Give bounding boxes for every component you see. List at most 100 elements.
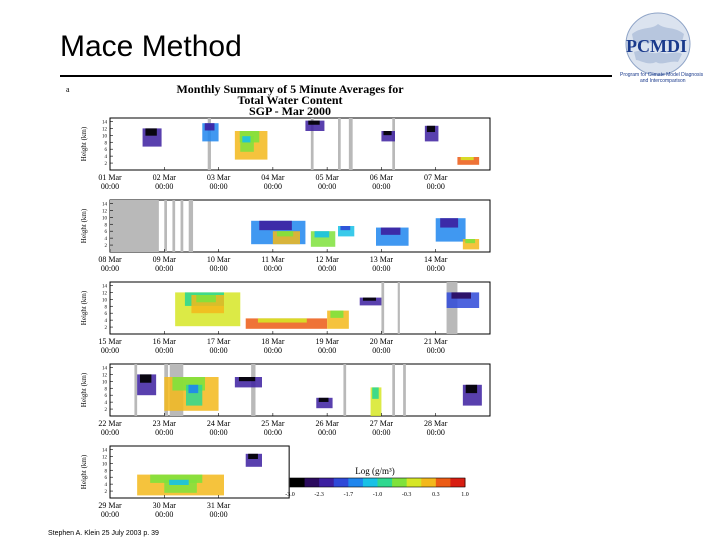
colorbar-swatch (392, 478, 408, 487)
y-tick-label: 12 (102, 127, 108, 132)
x-time-label: 00:00 (101, 182, 119, 191)
x-date-label: 12 Mar (315, 255, 339, 264)
cloud-top (145, 128, 157, 136)
y-tick-label: 4 (105, 483, 108, 488)
logo-text: PCMDI (626, 36, 687, 56)
x-time-label: 00:00 (264, 428, 282, 437)
y-axis-label: Height (km) (80, 126, 88, 161)
x-time-label: 00:00 (264, 346, 282, 355)
cloud-top (196, 295, 216, 303)
data-gap-band (207, 118, 211, 170)
cloud-region (305, 120, 325, 131)
cloud-top (188, 384, 199, 394)
x-date-label: 18 Mar (261, 337, 285, 346)
x-time-label: 00:00 (372, 264, 390, 273)
x-time-label: 00:00 (427, 346, 445, 355)
cloud-top (318, 397, 329, 402)
y-tick-label: 2 (105, 162, 108, 167)
data-gap-band (392, 364, 395, 416)
data-gap-band (310, 118, 314, 170)
x-date-label: 28 Mar (424, 419, 448, 428)
y-tick-label: 4 (105, 237, 108, 242)
cloud-region (245, 318, 328, 329)
logo-subtitle-line2: and Intercomparison (640, 78, 686, 84)
x-date-label: 23 Mar (153, 419, 177, 428)
data-gap-band (343, 364, 347, 416)
x-date-label: 07 Mar (424, 173, 448, 182)
cloud-top (340, 226, 351, 231)
footer-credit: Stephen A. Klein 25 July 2003 p. 39 (48, 530, 159, 537)
y-tick-label: 2 (105, 244, 108, 249)
data-gap-band (403, 364, 406, 416)
colorbar: Log (g/m³) -3.0 -2.3 -1.7 -1.0 -0.3 0.3 1.0 (285, 466, 469, 498)
cloud-top (238, 377, 256, 382)
cloud-region (338, 226, 355, 237)
y-tick-label: 6 (105, 312, 108, 317)
pcmdi-logo: PCMDI (612, 8, 720, 96)
x-date-label: 20 Mar (370, 337, 394, 346)
colorbar-swatch (450, 478, 466, 487)
x-date-label: 09 Mar (153, 255, 177, 264)
x-date-label: 16 Mar (153, 337, 177, 346)
cloud-region (370, 387, 382, 416)
x-time-label: 00:00 (155, 346, 173, 355)
y-tick-label: 8 (105, 387, 108, 392)
x-date-label: 14 Mar (424, 255, 448, 264)
x-date-label: 08 Mar (98, 255, 122, 264)
x-time-label: 00:00 (372, 182, 390, 191)
y-tick-label: 14 (102, 448, 108, 453)
y-tick-label: 8 (105, 141, 108, 146)
y-axis-label: Height (km) (80, 372, 88, 407)
cloud-top (380, 227, 401, 235)
x-time-label: 00:00 (155, 510, 173, 519)
colorbar-swatch (421, 478, 437, 487)
y-tick-label: 8 (105, 223, 108, 228)
cloud-region (359, 297, 382, 306)
colorbar-swatch (319, 478, 335, 487)
x-time-label: 00:00 (427, 264, 445, 273)
colorbar-tick-label: -1.7 (344, 492, 354, 498)
x-time-label: 00:00 (318, 346, 336, 355)
y-tick-label: 2 (105, 490, 108, 495)
y-tick-label: 6 (105, 476, 108, 481)
data-gap-band (397, 282, 400, 334)
x-time-label: 00:00 (155, 182, 173, 191)
cloud-top (259, 220, 292, 231)
cloud-top (257, 318, 307, 323)
y-tick-label: 14 (102, 366, 108, 371)
x-time-label: 00:00 (101, 428, 119, 437)
slide-title: Mace Method (60, 30, 242, 63)
cloud-region (457, 157, 480, 165)
x-time-label: 00:00 (318, 428, 336, 437)
data-gap-band (392, 118, 395, 170)
x-time-label: 00:00 (427, 428, 445, 437)
x-time-label: 00:00 (101, 264, 119, 273)
y-tick-label: 12 (102, 209, 108, 214)
data-gap-band (110, 200, 159, 252)
x-date-label: 03 Mar (207, 173, 231, 182)
data-gap-band (164, 200, 167, 252)
cloud-top (383, 131, 392, 136)
cloud-top (426, 125, 436, 133)
x-date-label: 31 Mar (207, 501, 231, 510)
title-rule (60, 75, 612, 77)
cloud-top (372, 387, 379, 399)
x-date-label: 27 Mar (370, 419, 394, 428)
colorbar-tick-label: -2.3 (314, 492, 324, 498)
x-time-label: 00:00 (209, 510, 227, 519)
x-date-label: 02 Mar (153, 173, 177, 182)
cloud-region (381, 131, 395, 142)
cloud-region (234, 377, 262, 388)
x-date-label: 26 Mar (315, 419, 339, 428)
x-date-label: 30 Mar (153, 501, 177, 510)
x-time-label: 00:00 (155, 264, 173, 273)
figure-title-line3: SGP - Mar 2000 (249, 104, 331, 118)
cloud-top (204, 123, 215, 131)
y-tick-label: 2 (105, 408, 108, 413)
x-time-label: 00:00 (264, 182, 282, 191)
colorbar-label: Log (g/m³) (355, 466, 394, 476)
